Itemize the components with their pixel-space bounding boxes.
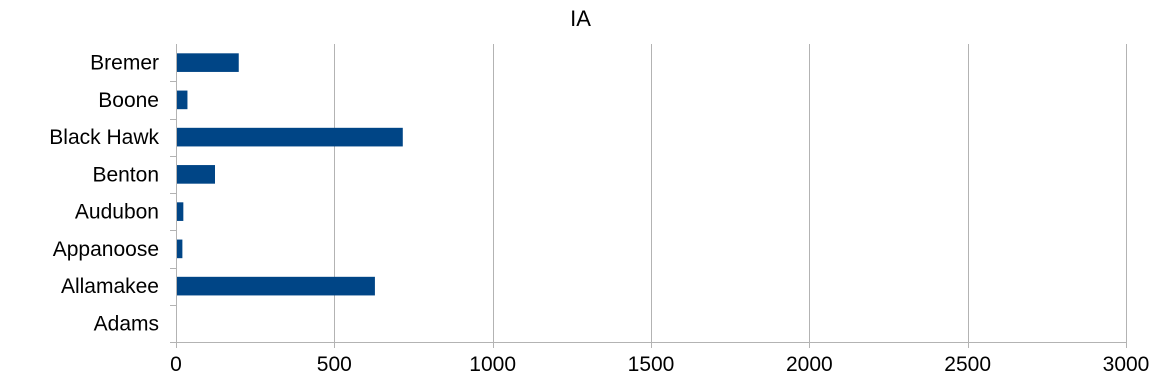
bar-benton [177,165,215,184]
chart-title: IA [570,6,591,31]
x-tick-label: 0 [170,353,182,376]
y-tick-label: Benton [92,163,159,186]
axes [170,44,1126,348]
bar-appanoose [177,239,183,259]
y-tick-label: Audubon [75,201,159,224]
x-tick-label: 2000 [786,353,833,376]
y-tick-label: Allamakee [61,275,159,298]
bar-boone [177,90,188,110]
y-tick-label: Appanoose [53,238,159,261]
x-tick-label: 1000 [469,353,516,376]
bar-bremer [177,53,239,72]
bar-audubon [177,202,184,221]
y-tick-label: Adams [94,312,159,335]
bar-allamakee [177,276,375,296]
tick-labels: 0 500 1000 1500 2000 2500 3000 Adams Allamakee Ap… [49,52,1149,376]
bar-black-hawk [177,127,403,147]
x-tick-label: 2500 [944,353,991,376]
x-tick-label: 3000 [1103,353,1150,376]
y-tick-label: Black Hawk [49,126,159,149]
grid-lines [334,44,1127,348]
x-tick-label: 500 [317,353,352,376]
y-tick-label: Boone [98,89,159,112]
y-tick-label: Bremer [90,52,159,75]
x-tick-label: 1500 [628,353,675,376]
bars [177,53,403,296]
